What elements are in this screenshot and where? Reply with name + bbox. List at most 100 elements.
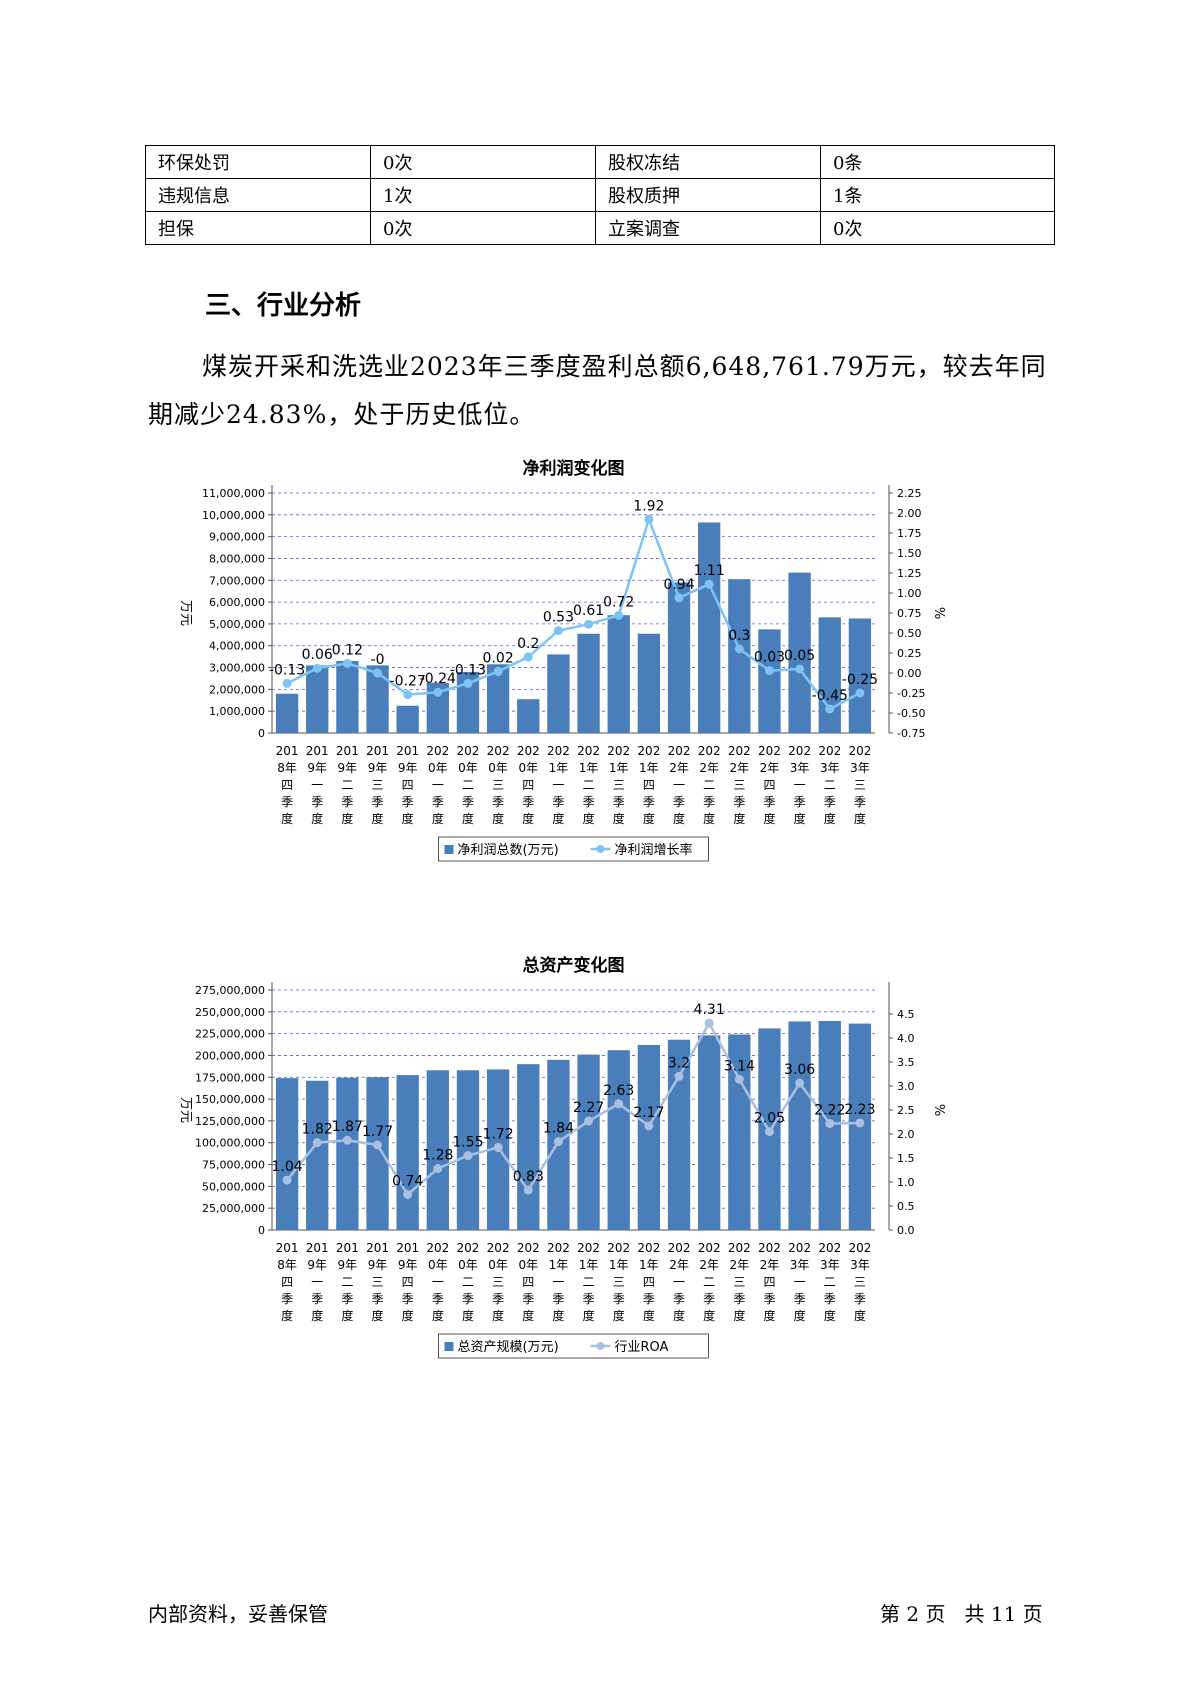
x-tick-label: 三: [613, 778, 625, 792]
table-cell: 环保处罚: [145, 145, 371, 179]
y-right-tick-label: 4.5: [897, 1008, 915, 1021]
x-tick-label: 202: [668, 1241, 691, 1255]
x-tick-label: 度: [703, 811, 715, 826]
x-tick-label: 202: [487, 1241, 510, 1255]
x-tick-label: 202: [517, 744, 540, 758]
x-tick-label: 季: [552, 1292, 564, 1306]
x-tick-label: 1年: [579, 761, 599, 775]
x-tick-label: 3年: [820, 761, 840, 775]
line-point: [342, 658, 352, 668]
y-left-unit-label: 万元: [178, 1097, 193, 1123]
x-tick-label: 度: [854, 1308, 866, 1323]
x-tick-label: 度: [432, 1308, 444, 1323]
bar: [788, 1021, 811, 1230]
x-tick-label: 季: [432, 795, 444, 809]
data-label: 3.2: [668, 1055, 690, 1071]
line-point: [342, 1135, 352, 1145]
x-tick-label: 季: [432, 1292, 444, 1306]
bar: [758, 629, 781, 733]
x-tick-label: 202: [848, 744, 871, 758]
x-tick-label: 四: [643, 778, 655, 792]
data-label: -0.25: [842, 672, 878, 688]
x-tick-label: 季: [854, 1292, 866, 1306]
y-right-tick-label: 0.50: [897, 627, 922, 640]
x-tick-label: 季: [341, 795, 353, 809]
x-tick-label: 202: [607, 1241, 630, 1255]
analysis-paragraph: 煤炭开采和洗选业2023年三季度盈利总额6,648,761.79万元，较去年同期…: [148, 352, 1047, 429]
bar: [698, 1035, 721, 1230]
data-label: 3.06: [784, 1062, 815, 1078]
x-tick-label: 201: [306, 744, 329, 758]
data-label: 2.23: [844, 1102, 875, 1118]
line-point: [644, 514, 654, 524]
bar: [547, 654, 570, 733]
y-left-tick-label: 5,000,000: [209, 618, 265, 631]
x-tick-label: 度: [854, 811, 866, 826]
x-tick-label: 一: [552, 1275, 564, 1289]
x-tick-label: 度: [492, 1308, 504, 1323]
bar: [456, 671, 480, 733]
x-tick-label: 202: [698, 744, 721, 758]
x-tick-label: 202: [457, 744, 480, 758]
x-tick-label: 季: [673, 1292, 685, 1306]
footer-page-number: 第 2 页 共 11 页: [880, 1602, 1043, 1626]
x-tick-label: 202: [637, 1241, 660, 1255]
x-tick-label: 202: [818, 744, 841, 758]
x-tick-label: 202: [547, 1241, 570, 1255]
x-tick-label: 季: [311, 795, 323, 809]
x-tick-label: 季: [281, 1292, 293, 1306]
x-tick-label: 季: [341, 1292, 353, 1306]
x-tick-label: 季: [643, 795, 655, 809]
x-tick-label: 201: [336, 744, 359, 758]
bar: [396, 1075, 419, 1230]
y-right-tick-label: 0.75: [897, 607, 922, 620]
x-tick-label: 二: [583, 1275, 595, 1289]
line-point: [614, 610, 624, 620]
net-profit-chart: 净利润变化图 0 1,000,000 2,000,000 3,000,000 4,000,…: [178, 458, 949, 862]
x-tick-label: 季: [492, 1292, 504, 1306]
x-tick-label: 度: [643, 1308, 655, 1323]
x-tick-label: 季: [281, 795, 293, 809]
line-point: [584, 619, 594, 629]
table-cell: 0条: [820, 145, 1055, 179]
x-tick-label: 201: [276, 1241, 299, 1255]
data-label: -0: [371, 652, 385, 668]
x-tick-label: 四: [763, 778, 775, 792]
legend-box: [438, 1333, 709, 1359]
bar: [517, 699, 540, 733]
x-tick-label: 度: [733, 1308, 745, 1323]
bar: [336, 1077, 359, 1230]
x-tick-label: 季: [522, 795, 534, 809]
y-left-tick-label: 200,000,000: [195, 1049, 265, 1062]
x-tick-label: 202: [426, 744, 449, 758]
y-left-tick-label: 275,000,000: [195, 984, 265, 997]
y-left-tick-label: 0: [258, 1224, 265, 1237]
x-tick-label: 1年: [609, 761, 629, 775]
data-label: 0.3: [728, 628, 750, 644]
x-tick-label: 季: [824, 795, 836, 809]
y-left-tick-label: 0: [258, 727, 265, 740]
line-point: [825, 704, 835, 714]
y-left-tick-label: 150,000,000: [195, 1093, 265, 1106]
x-tick-label: 二: [462, 778, 474, 792]
x-tick-label: 201: [366, 744, 389, 758]
data-label: 3.14: [724, 1058, 755, 1074]
x-tick-label: 一: [311, 778, 323, 792]
x-tick-label: 2年: [669, 1258, 689, 1272]
x-tick-label: 0年: [458, 761, 478, 775]
x-tick-label: 2年: [669, 761, 689, 775]
y-left-tick-label: 25,000,000: [202, 1202, 265, 1215]
data-label: 1.82: [302, 1122, 333, 1138]
data-label: 2.05: [754, 1111, 785, 1127]
bar: [517, 1064, 540, 1230]
bar: [396, 705, 419, 733]
data-label: 0.03: [754, 650, 785, 666]
data-label: 1.77: [362, 1124, 393, 1140]
y-left-tick-label: 125,000,000: [195, 1115, 265, 1128]
line-point: [795, 664, 805, 674]
y-left-tick-label: 4,000,000: [209, 640, 265, 653]
bar: [728, 579, 751, 733]
x-tick-label: 季: [703, 1292, 715, 1306]
x-tick-label: 度: [613, 1308, 625, 1323]
x-tick-label: 201: [396, 1241, 419, 1255]
